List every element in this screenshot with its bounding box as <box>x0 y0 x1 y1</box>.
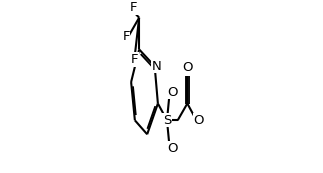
Text: F: F <box>122 30 130 43</box>
Text: F: F <box>131 53 139 66</box>
Text: O: O <box>182 61 193 74</box>
Text: O: O <box>167 142 177 155</box>
Text: N: N <box>152 60 162 73</box>
Text: F: F <box>130 1 138 14</box>
Text: O: O <box>193 114 204 127</box>
Text: S: S <box>163 114 171 127</box>
Text: O: O <box>167 86 177 99</box>
